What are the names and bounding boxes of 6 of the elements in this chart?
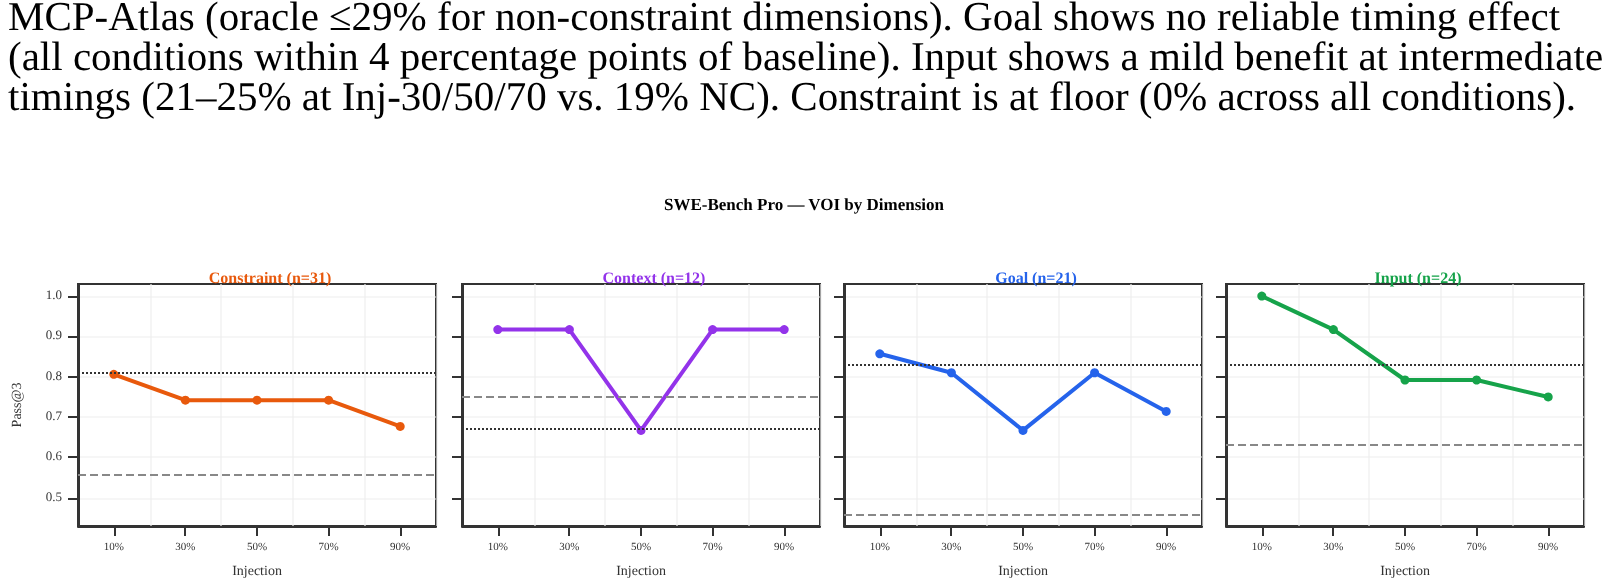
chart-title: Context (n=12) — [602, 269, 707, 287]
chart-title: Goal (n=21) — [995, 269, 1078, 287]
chart-title: Input (n=24) — [1374, 269, 1463, 287]
chart-title: Constraint (n=31) — [208, 269, 332, 287]
text: SWE-Bench Pro — VOI by Dimension — [661, 194, 947, 214]
text: MCP-Atlas (oracle ≤29% for non-constraint dimensions). Goal shows no reliable timing effect (all conditions within 4 percentage points of baseline). Input shows a mild benefit at intermediate timings (21–25% at Inj-30/50/70 vs. 19% NC). Constraint is at floor (0% across all conditions). — [8, 0, 1606, 120]
